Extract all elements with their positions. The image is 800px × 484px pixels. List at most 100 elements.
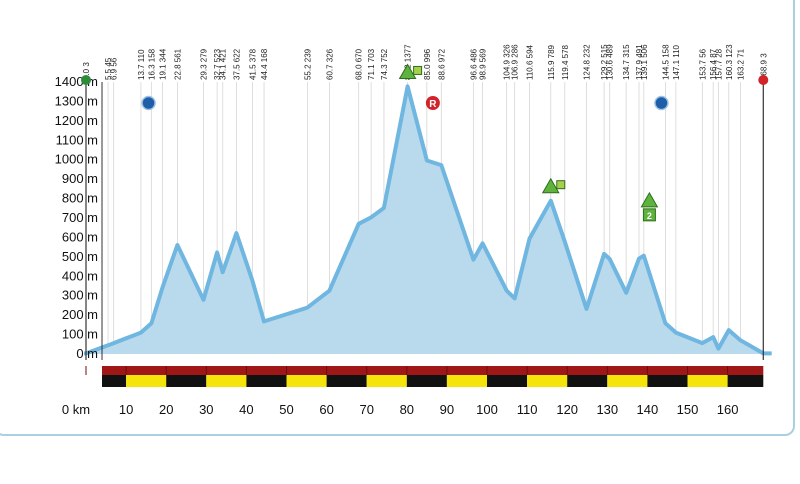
y-tick-label: 700 m (62, 210, 98, 225)
finish-dot (758, 74, 769, 85)
point-label: 71.1 703 (367, 48, 376, 80)
point-label: 41.5 378 (248, 48, 257, 80)
y-tick-label: 1100 m (56, 132, 98, 147)
point-label: 160.3 123 (725, 44, 734, 80)
point-label: 139.1 506 (640, 44, 649, 80)
profile-line (84, 84, 772, 356)
point-label: 6.9 56 (110, 57, 119, 80)
point-label: 55.2 239 (303, 48, 312, 80)
distance-bar-segment (527, 375, 568, 387)
y-tick-label: 400 m (62, 268, 98, 283)
point-label: 163.2 71 (736, 48, 745, 80)
feed-zone-icon (141, 95, 156, 111)
distance-bar-segment (126, 375, 167, 387)
y-tick-label: 900 m (62, 171, 98, 186)
point-label: 16.3 158 (147, 48, 156, 80)
distance-bar-segment (687, 375, 728, 387)
distance-bar-segment (102, 375, 127, 387)
point-label: 5.5 45 (104, 57, 113, 80)
point-label: 32.7 523 (213, 48, 222, 80)
point-label: 144.5 158 (661, 44, 670, 80)
x-tick-label: 140 (637, 402, 659, 417)
profile-area (84, 84, 772, 356)
climb-icon (541, 177, 560, 194)
feed-zone-icon (654, 95, 669, 111)
point-label: 137.9 491 (635, 44, 644, 80)
x-tick-label: 130 (596, 402, 618, 417)
y-tick-label: 600 m (62, 229, 98, 244)
x-tick-label: 60 (319, 402, 333, 417)
point-label: 119.4 578 (561, 44, 570, 80)
distance-bar-segment (206, 375, 247, 387)
point-label: 88.6 972 (437, 48, 446, 80)
point-label: 34.1 421 (219, 48, 228, 80)
point-label: 13.7 110 (137, 49, 146, 80)
y-tick-label: 300 m (62, 288, 98, 303)
point-label: 153.7 56 (698, 48, 707, 80)
distance-bar-top (102, 366, 764, 375)
x-tick-label: 10 (119, 402, 133, 417)
x-tick-label: 20 (159, 402, 173, 417)
x-tick-label: 100 (476, 402, 498, 417)
climb-category-box (556, 180, 566, 190)
distance-bar-segment (607, 375, 648, 387)
y-axis: 0 m 100 m 200 m 300 m 400 m 500 m 600 m 700 m 80… (55, 74, 103, 361)
point-label: 130.6 489 (606, 44, 615, 80)
point-label: 98.9 569 (479, 48, 488, 80)
y-tick-label: 500 m (62, 249, 98, 264)
distance-bar-segment (647, 375, 688, 387)
point-label: 96.6 486 (469, 48, 478, 80)
climb-category-box (413, 65, 423, 75)
point-label: 22.8 561 (173, 48, 182, 80)
x-tick-label: 70 (359, 402, 373, 417)
y-tick-label: 0 m (76, 346, 98, 361)
x-tick-label: 110 (517, 402, 538, 417)
chart-frame (0, 0, 795, 436)
point-label: 115.9 789 (547, 44, 556, 80)
distance-bar-segment (326, 375, 367, 387)
climb-category-label: 2 (647, 211, 652, 221)
y-tick-label: 1400 m (55, 74, 98, 89)
distance-bar-segment (286, 375, 327, 387)
point-labels: 0.0 3 5.5 456.9 56 13.7 110 16.3 158 19.1 34… (82, 44, 768, 80)
point-label: 85.0 996 (423, 48, 432, 80)
x-tick-label: 0 km (62, 402, 90, 417)
x-tick-label: 80 (400, 402, 414, 417)
distance-bar-segment (406, 375, 447, 387)
point-label: 157.7 28 (714, 48, 723, 80)
distance-bar-segment (727, 375, 764, 387)
distance-bar (85, 366, 764, 387)
x-tick-label: 120 (556, 402, 578, 417)
point-label: 134.7 315 (622, 44, 631, 80)
distance-bar-segment (366, 375, 407, 387)
profile-fill (84, 86, 772, 355)
point-label: 68.0 670 (355, 48, 364, 80)
markers: R2 (81, 63, 769, 360)
x-tick-label: 50 (279, 402, 293, 417)
refreshment-label: R (429, 99, 437, 110)
point-label: 19.1 344 (159, 48, 168, 80)
y-tick-label: 1300 m (55, 93, 98, 108)
y-tick-label: 100 m (62, 327, 98, 342)
point-label: 124.8 232 (582, 44, 591, 80)
x-tick-label: 160 (717, 402, 739, 417)
point-label: 104.9 326 (503, 44, 512, 80)
refreshment-icon (425, 96, 440, 110)
point-label: 74.3 752 (380, 48, 389, 80)
point-label: 60.7 326 (325, 48, 334, 80)
x-axis: 0 km 10 20 30 40 50 60 70 80 90 100 110 120 130 140 150… (62, 402, 739, 417)
point-label: 147.1 110 (672, 44, 681, 80)
point-label: 0.0 3 (82, 62, 91, 80)
point-label: 129.2 515 (600, 44, 609, 80)
y-tick-label: 1200 m (55, 113, 98, 128)
climb-icon (398, 63, 417, 79)
distance-bar-segment (446, 375, 488, 387)
y-tick-label: 200 m (62, 307, 98, 322)
point-label: 80.2 1377 (404, 44, 413, 80)
y-tick-label: 800 m (62, 191, 98, 206)
distance-bar-segment (166, 375, 207, 387)
x-tick-label: 150 (677, 402, 699, 417)
y-tick-label: 1000 m (55, 152, 98, 167)
x-tick-label: 90 (440, 402, 454, 417)
